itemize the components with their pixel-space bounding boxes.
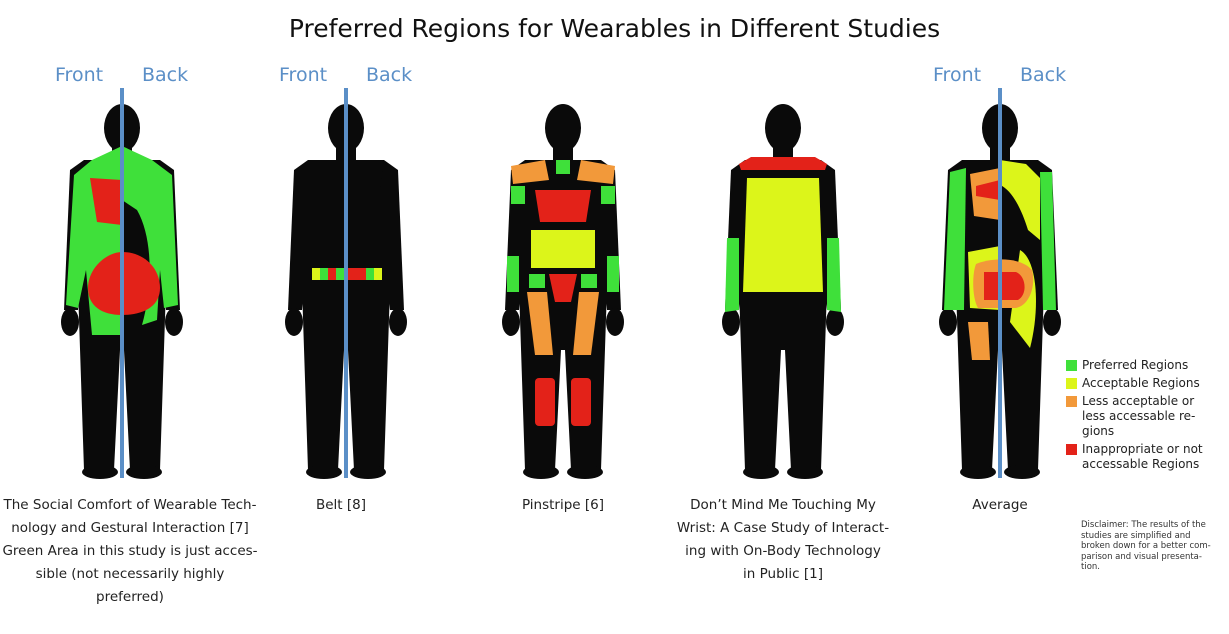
acceptable-region: [531, 230, 595, 268]
back-label: Back: [142, 64, 189, 86]
inappropriate-region: [90, 178, 122, 225]
inappropriate-region: [739, 157, 827, 170]
less-acceptable-region: [511, 160, 549, 184]
preferred-region: [607, 256, 619, 292]
caption-line: Average: [972, 497, 1028, 513]
figure-average: Front Back: [880, 60, 1120, 480]
preferred-region: [725, 238, 739, 312]
inappropriate-region: [88, 252, 122, 315]
disclaimer: Disclaimer: The results of the studies a…: [1081, 520, 1221, 573]
legend-swatch: [1066, 378, 1077, 389]
acceptable-region: [743, 178, 823, 292]
caption-line: sible (not necessarily highly preferred): [35, 566, 225, 605]
inappropriate-region: [571, 378, 591, 426]
caption-line: Green Area in this study is just acces-: [2, 543, 258, 559]
less-acceptable-region: [577, 160, 615, 184]
legend-swatch: [1066, 444, 1077, 455]
legend-item-preferred: Preferred Regions: [1066, 358, 1226, 373]
body-figure: [939, 88, 1061, 479]
belt-region: [312, 268, 382, 280]
front-label: Front: [55, 64, 104, 86]
preferred-region: [511, 186, 525, 204]
back-label: Back: [366, 64, 413, 86]
disclaimer-line: Disclaimer: The results of the: [1081, 520, 1206, 530]
legend-item-less-acceptable: Less acceptable or less accessable re- g…: [1066, 394, 1226, 439]
inappropriate-region: [535, 378, 555, 426]
disclaimer-line: tion.: [1081, 562, 1100, 572]
legend: Preferred Regions Acceptable Regions Les…: [1066, 358, 1226, 475]
caption-touching-wrist: Don’t Mind Me Touching My Wrist: A Case …: [653, 494, 913, 586]
front-label: Front: [279, 64, 328, 86]
acceptable-region: [1000, 160, 1040, 240]
disclaimer-line: studies are simplified and: [1081, 530, 1191, 541]
inappropriate-region: [535, 190, 591, 222]
body-figure: [61, 88, 183, 479]
caption-pinstripe: Pinstripe [6]: [433, 494, 693, 517]
legend-label: accessable Regions: [1082, 457, 1200, 471]
legend-swatch: [1066, 396, 1077, 407]
preferred-region: [601, 186, 615, 204]
inappropriate-region: [976, 180, 1000, 200]
disclaimer-line: parison and visual presenta-: [1081, 551, 1202, 562]
figure-pinstripe: [443, 60, 683, 480]
legend-item-acceptable: Acceptable Regions: [1066, 376, 1226, 391]
preferred-region: [827, 238, 841, 312]
body-figure: [502, 104, 624, 479]
legend-swatch: [1066, 360, 1077, 371]
less-acceptable-region: [527, 292, 553, 355]
back-label: Back: [1020, 64, 1067, 86]
preferred-region: [1040, 172, 1056, 310]
preferred-region: [507, 256, 519, 292]
caption-belt: Belt [8]: [211, 494, 471, 517]
legend-label: less accessable re-: [1082, 409, 1196, 423]
body-figure: [722, 104, 844, 479]
disclaimer-line: broken down for a better com-: [1081, 541, 1211, 551]
caption-line: Pinstripe [6]: [521, 497, 605, 513]
caption-social-comfort: The Social Comfort of Wearable Tech- nol…: [0, 494, 260, 609]
legend-label: Preferred Regions: [1082, 358, 1189, 372]
preferred-region: [529, 274, 545, 288]
page-title: Preferred Regions for Wearables in Diffe…: [288, 14, 941, 43]
preferred-region: [944, 168, 966, 310]
figure-belt: Front Back: [226, 60, 466, 480]
less-acceptable-region: [573, 292, 599, 355]
front-label: Front: [933, 64, 982, 86]
caption-line: ing with On-Body Technology: [685, 543, 881, 559]
legend-label: Less acceptable or: [1082, 394, 1195, 408]
preferred-region: [581, 274, 597, 288]
preferred-region: [556, 160, 570, 174]
figure-touching-wrist: [663, 60, 903, 480]
figure-social-comfort: Front Back: [2, 60, 242, 480]
legend-label: gions: [1082, 424, 1115, 438]
caption-average: Average: [870, 494, 1130, 517]
legend-item-inappropriate: Inappropriate or not accessable Regions: [1066, 442, 1226, 472]
inappropriate-region: [984, 272, 1025, 300]
caption-line: in Public [1]: [743, 566, 823, 582]
caption-line: Wrist: A Case Study of Interact-: [676, 520, 890, 536]
caption-line: Don’t Mind Me Touching My: [690, 497, 876, 513]
caption-line: Belt [8]: [315, 497, 367, 513]
inappropriate-region: [549, 274, 577, 302]
caption-line: nology and Gestural Interaction [7]: [11, 520, 249, 536]
inappropriate-region: [122, 252, 160, 315]
caption-line: The Social Comfort of Wearable Tech-: [3, 497, 257, 513]
legend-label: Inappropriate or not: [1082, 442, 1203, 456]
preferred-region: [122, 146, 178, 325]
legend-label: Acceptable Regions: [1082, 376, 1200, 390]
body-figure: [285, 88, 407, 479]
less-acceptable-region: [968, 322, 990, 360]
